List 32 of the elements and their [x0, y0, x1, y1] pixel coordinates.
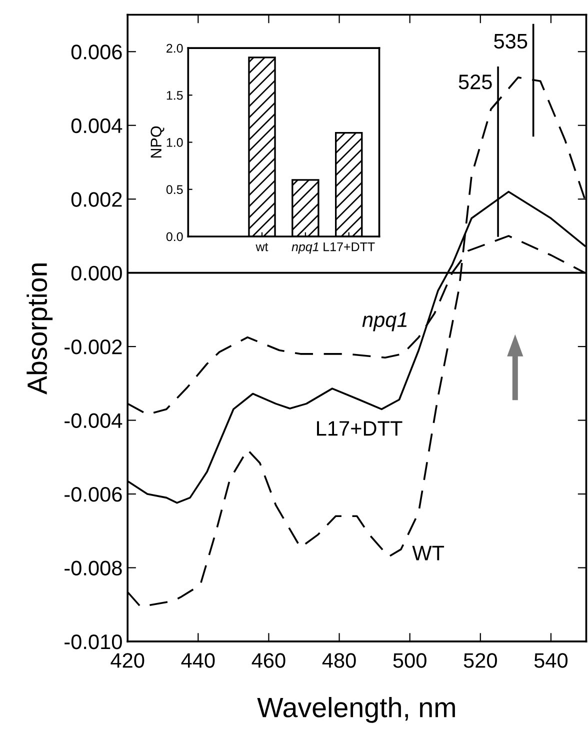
y-tick-label: -0.008 — [64, 560, 122, 576]
series-label: npq1 — [362, 312, 407, 332]
y-tick-label: -0.004 — [64, 413, 122, 428]
y-tick-label: 0.0 — [166, 232, 183, 242]
y-tick-label: 0.006 — [71, 44, 122, 60]
x-tick-label: 520 — [464, 653, 497, 668]
series-label: L17+DTT — [317, 421, 402, 436]
x-tick-label: 480 — [322, 653, 356, 668]
x-tick-label: 500 — [393, 653, 426, 668]
x-tick-label: L17+DTT — [324, 242, 375, 252]
y-tick-label: 1.0 — [166, 138, 183, 147]
series-label: WT — [412, 546, 444, 560]
ref-line-label: 525 — [458, 74, 492, 90]
x-tick-label: 540 — [534, 653, 568, 668]
y-tick-label: 1.5 — [166, 91, 183, 100]
x-tick-label: 420 — [110, 653, 144, 668]
y-tick-label: 0.004 — [71, 118, 122, 134]
y-tick-label: 2.0 — [166, 44, 183, 53]
y-tick-label: -0.010 — [64, 634, 122, 650]
y-axis-title: NPQ — [150, 126, 164, 158]
y-tick-label: -0.002 — [64, 340, 122, 354]
y-axis-title: Absorption — [26, 264, 53, 394]
y-tick-label: 0.5 — [166, 185, 183, 194]
x-tick-label: npq1 — [292, 242, 318, 254]
y-tick-label: 0.000 — [71, 266, 122, 281]
ref-line-label: 535 — [494, 34, 528, 49]
x-tick-label: 440 — [181, 653, 215, 668]
y-tick-label: 0.002 — [71, 192, 122, 207]
x-axis-title: Wavelength, nm — [257, 696, 455, 723]
x-tick-label: wt — [256, 243, 268, 252]
x-tick-label: 460 — [252, 653, 286, 668]
y-tick-label: -0.006 — [64, 487, 122, 502]
